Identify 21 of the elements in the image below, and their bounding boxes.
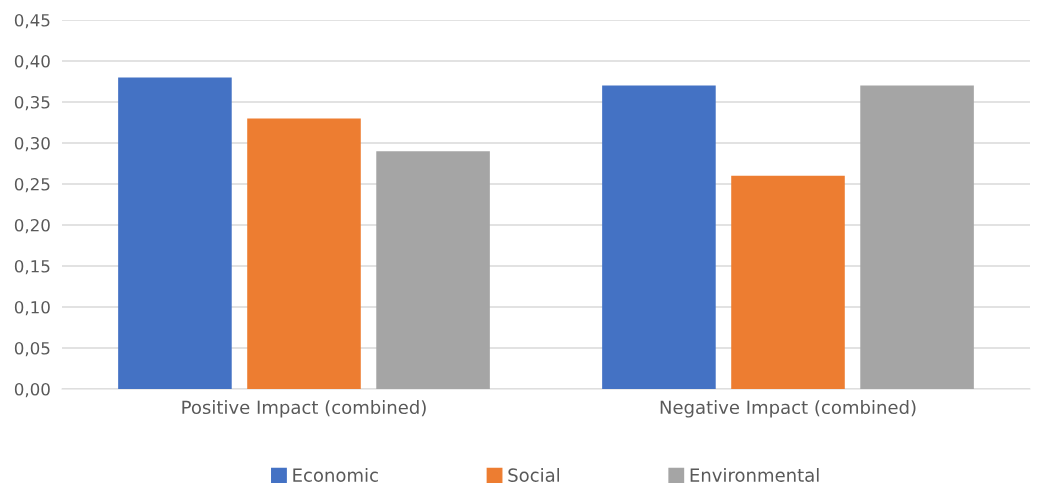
x-tick-label: Negative Impact (combined) [660,400,916,418]
y-tick-label: 0,35 [14,95,50,111]
y-tick-label: 0,00 [14,382,50,398]
y-tick-label: 0,05 [14,341,50,357]
legend-label: Environmental [690,467,819,482]
bar [247,118,361,389]
bar [376,151,490,389]
y-tick-label: 0,45 [14,13,50,29]
y-tick-label: 0,25 [14,177,50,193]
legend-label: Economic [293,467,378,482]
legend-label: Social [508,467,560,482]
y-tick-label: 0,10 [14,300,50,316]
bar [860,85,974,389]
y-tick-label: 0,20 [14,218,50,234]
y-tick-label: 0,15 [14,259,50,275]
bar [602,85,716,389]
bar [118,77,232,389]
y-tick-label: 0,40 [14,54,50,70]
y-tick-label: 0,30 [14,136,50,152]
bar [731,175,845,389]
x-tick-label: Positive Impact (combined) [182,400,426,418]
